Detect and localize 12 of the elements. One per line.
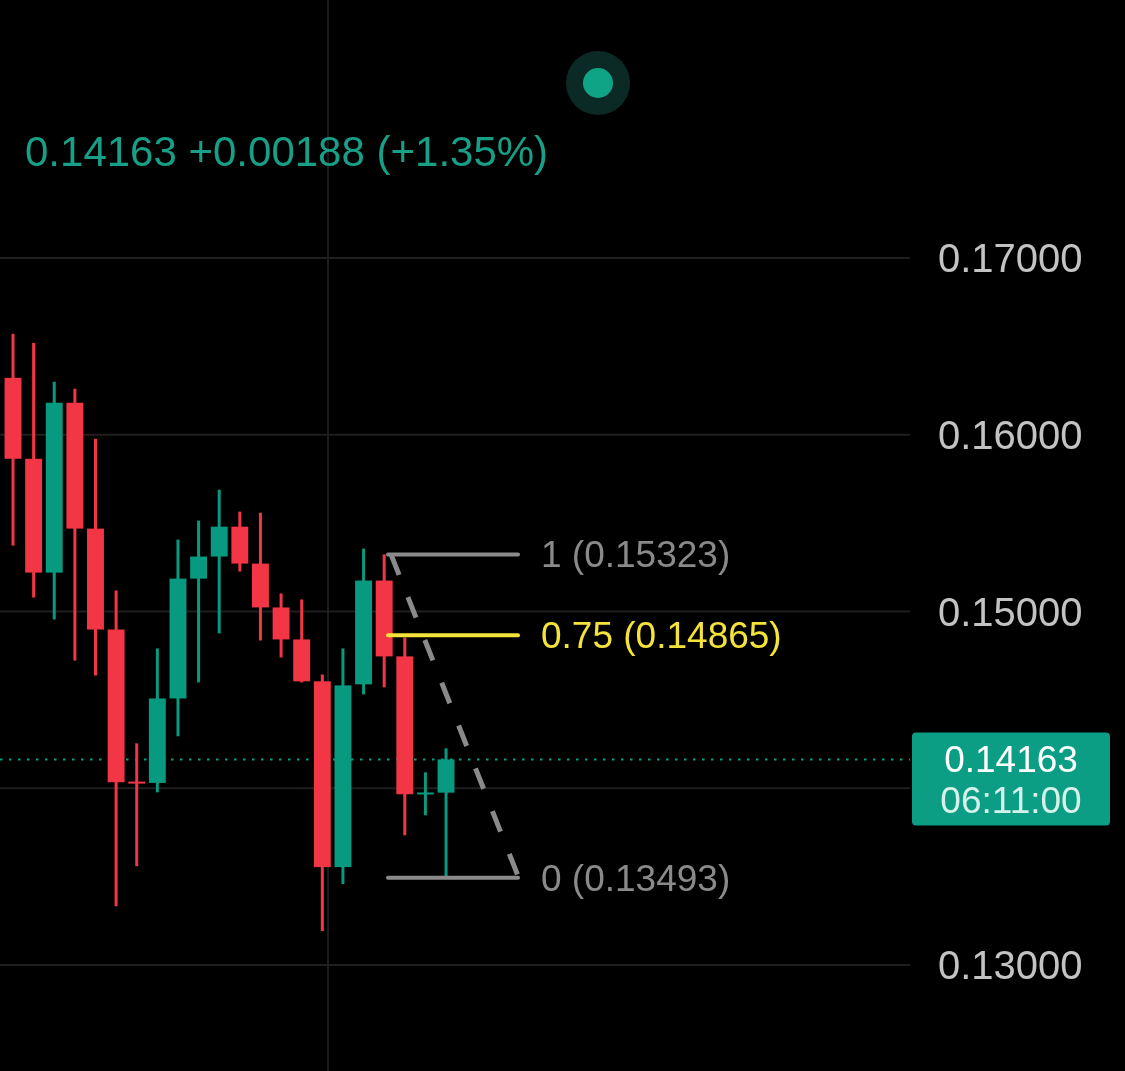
y-tick-label: 0.17000: [938, 236, 1083, 280]
ref-line-label: 0 (0.13493): [541, 857, 731, 899]
ref-line-label: 0.14163 06:11:00: [940, 738, 1082, 821]
y-tick-label: 0.13000: [938, 943, 1083, 987]
y-tick-label: 0.15000: [938, 589, 1083, 634]
ref-line-label: 1 (0.15323): [541, 533, 731, 575]
candlestick: [416, 772, 434, 816]
candlestick: [190, 520, 208, 683]
ref-line-label: 0.75 (0.14865): [541, 614, 782, 656]
y-tick-label: 0.16000: [938, 412, 1083, 457]
chart-subtitle: 0.14163 +0.00188 (+1.35%): [25, 127, 549, 175]
candlestick: [128, 743, 146, 868]
